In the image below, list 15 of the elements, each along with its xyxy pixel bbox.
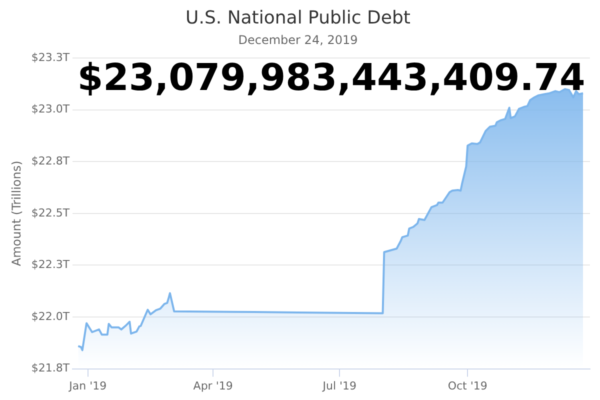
y-axis-title: Amount (Trillions) [9, 160, 24, 266]
chart-subtitle: December 24, 2019 [238, 32, 358, 47]
y-tick-label: $23.3T [31, 50, 70, 64]
y-tick-label: $23.0T [31, 102, 70, 116]
y-tick-label: $21.8T [31, 362, 70, 375]
y-tick-label: $22.0T [31, 310, 70, 323]
x-tick-label: Apr '19 [193, 379, 233, 392]
x-tick-label: Jul '19 [322, 379, 357, 392]
chart-title: U.S. National Public Debt [186, 7, 410, 28]
x-tick-label: Jan '19 [68, 379, 107, 392]
y-tick-label: $22.3T [31, 258, 70, 272]
y-tick-label: $22.5T [31, 206, 70, 220]
y-tick-label: $22.8T [31, 154, 70, 168]
annotation: $23,079,983,443,409.74 [77, 56, 586, 100]
x-tick-label: Oct '19 [448, 379, 488, 392]
